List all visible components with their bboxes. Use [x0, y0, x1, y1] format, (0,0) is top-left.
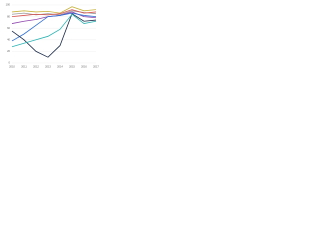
x-tick-label: 2017: [93, 65, 99, 69]
series-line: [11, 12, 97, 42]
y-tick-label: 100: [6, 3, 11, 7]
series-line: [11, 13, 97, 48]
x-tick-label: 2015: [69, 65, 75, 69]
series-line: [11, 9, 97, 17]
y-tick-label: 60: [7, 26, 10, 30]
chart: 0 20 40 60 80 100 2010 2011 2012 2013 2014 2015 2016…: [6, 3, 100, 69]
x-tick-label: 2010: [9, 65, 15, 69]
series-line: [11, 6, 97, 14]
x-tick-label: 2011: [21, 65, 27, 69]
x-tick-label: 2014: [57, 65, 63, 69]
series-line: [11, 13, 97, 58]
x-tick-label: 2013: [45, 65, 51, 69]
series-line: [11, 11, 97, 24]
y-tick-label: 0: [9, 61, 11, 65]
y-tick-label: 40: [7, 37, 10, 41]
x-tick-label: 2012: [33, 65, 39, 69]
y-tick-label: 20: [7, 49, 10, 53]
y-tick-label: 80: [7, 14, 10, 18]
x-tick-label: 2016: [81, 65, 87, 69]
